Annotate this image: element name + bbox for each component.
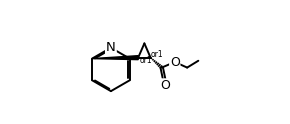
Polygon shape bbox=[92, 56, 138, 60]
Text: or1: or1 bbox=[151, 50, 164, 59]
Text: O: O bbox=[161, 79, 171, 92]
Text: O: O bbox=[170, 56, 180, 68]
Text: or1: or1 bbox=[139, 56, 152, 65]
Text: N: N bbox=[106, 41, 116, 54]
